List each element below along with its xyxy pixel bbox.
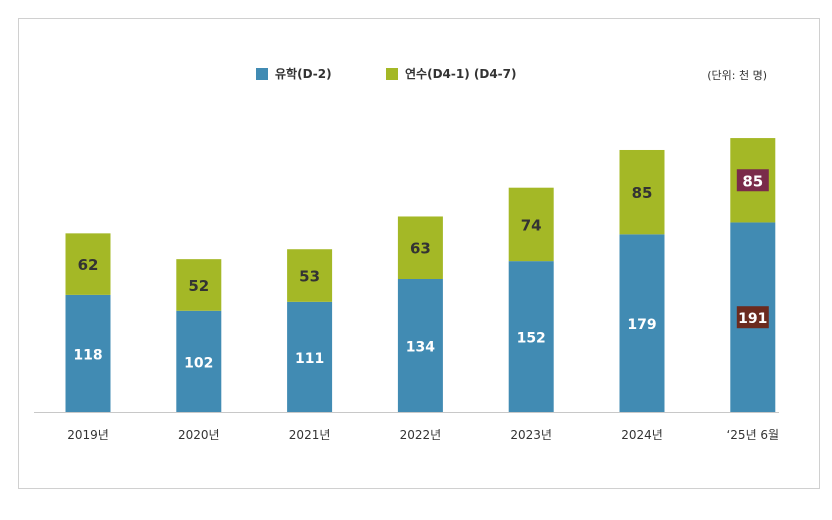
value-label-d2-6: 191 bbox=[738, 311, 767, 327]
legend-swatch-d4 bbox=[386, 67, 398, 80]
value-label-d2-2: 111 bbox=[295, 351, 324, 367]
value-label-d4-0: 62 bbox=[78, 256, 99, 274]
unit-note: (단위: 천 명) bbox=[707, 69, 767, 82]
bar-d2-4 bbox=[508, 261, 554, 412]
bar-d4-1 bbox=[176, 259, 222, 311]
chart-frame: 유학(D-2) 연수(D4-1) (D4-7) (단위: 천 명) 118 62 2… bbox=[18, 18, 820, 489]
value-label-d2-4: 152 bbox=[517, 331, 546, 347]
value-label-d4-2: 53 bbox=[299, 268, 320, 286]
legend-item-d4: 연수(D4-1) (D4-7) bbox=[386, 65, 516, 82]
bar-d2-2 bbox=[287, 301, 333, 412]
value-label-d4-3: 63 bbox=[410, 240, 431, 258]
x-tick-label-0: 2019년 bbox=[67, 428, 109, 442]
bar-d4-4 bbox=[508, 187, 554, 262]
bar-d4-3 bbox=[397, 216, 443, 280]
bar-d4-5 bbox=[619, 149, 665, 235]
value-label-bg-1-6 bbox=[736, 169, 769, 192]
bar-d2-0 bbox=[65, 294, 111, 412]
x-tick-label-3: 2022년 bbox=[400, 428, 442, 442]
bar-d4-2 bbox=[287, 249, 333, 302]
legend-item-d2: 유학(D-2) bbox=[256, 65, 332, 82]
stacked-bar-chart: 118 62 2019년 102 52 2020년 111 53 2021년 134 63 2022년… bbox=[34, 138, 779, 442]
legend-label-d4: 연수(D4-1) (D4-7) bbox=[405, 67, 517, 81]
value-label-d2-0: 118 bbox=[73, 347, 102, 363]
value-label-d4-4: 74 bbox=[521, 216, 542, 234]
legend-swatch-d2 bbox=[256, 67, 268, 80]
bar-d2-5 bbox=[619, 234, 665, 412]
x-tick-label-1: 2020년 bbox=[178, 428, 220, 442]
x-tick-label-4: 2023년 bbox=[510, 428, 552, 442]
value-label-d2-3: 134 bbox=[406, 340, 435, 356]
legend-label-d2: 유학(D-2) bbox=[275, 67, 332, 81]
x-tick-label-2: 2021년 bbox=[289, 428, 331, 442]
bar-d4-0 bbox=[65, 233, 111, 295]
value-label-d2-5: 179 bbox=[627, 317, 656, 333]
value-label-d4-1: 52 bbox=[188, 277, 209, 295]
value-label-bg-0-6 bbox=[736, 306, 769, 329]
bar-d2-3 bbox=[397, 279, 443, 412]
value-label-d4-6: 85 bbox=[742, 172, 763, 190]
bar-d2-1 bbox=[176, 310, 222, 412]
x-tick-label-6: ‘25년 6월 bbox=[726, 428, 779, 442]
x-tick-label-5: 2024년 bbox=[621, 428, 663, 442]
value-label-d4-5: 85 bbox=[632, 184, 653, 202]
value-label-d2-1: 102 bbox=[184, 355, 213, 371]
